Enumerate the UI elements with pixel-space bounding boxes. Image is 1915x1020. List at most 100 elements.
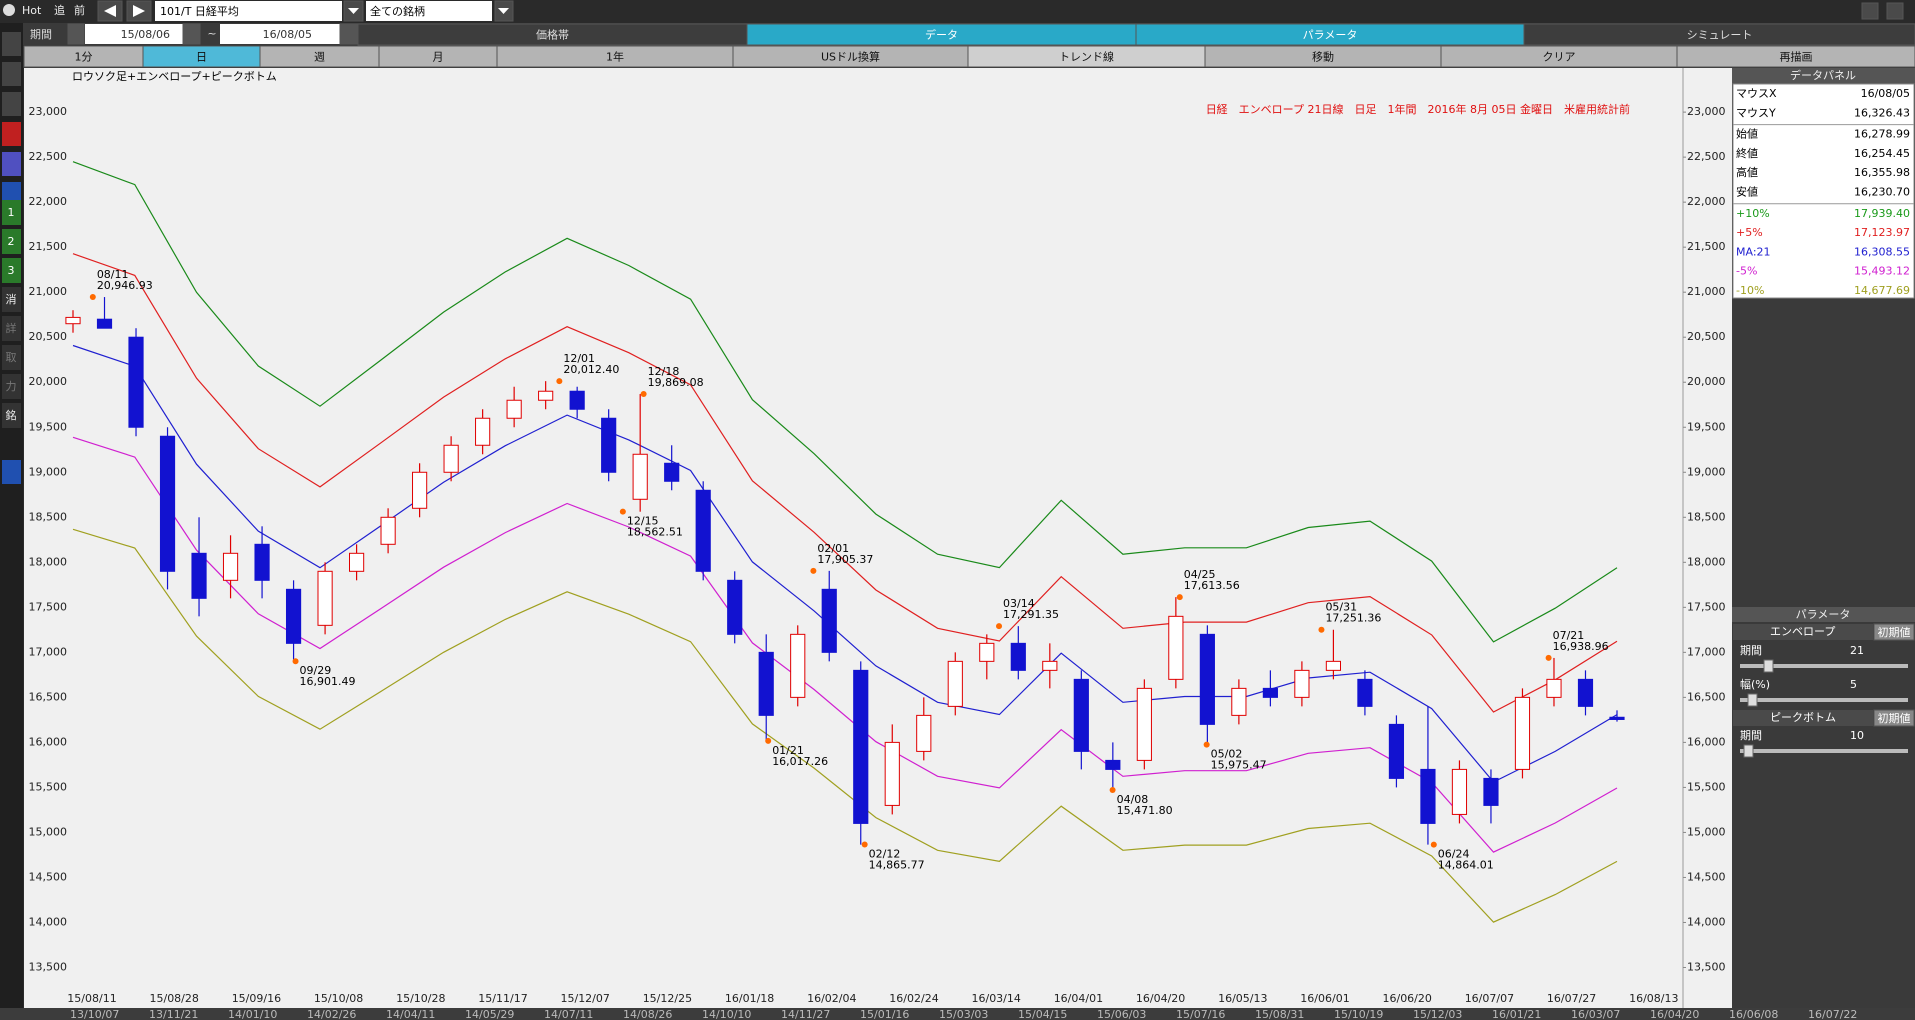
y-tick-label: 17,000 [29, 645, 68, 658]
scroll-strip[interactable] [0, 1008, 1915, 1020]
scroll-date[interactable]: 16/01/21 [1492, 1008, 1541, 1020]
candle-body [1073, 678, 1089, 752]
universe-box[interactable] [366, 1, 492, 21]
scroll-date[interactable]: 16/03/07 [1571, 1008, 1620, 1020]
scroll-date[interactable]: 14/04/11 [386, 1008, 435, 1020]
date-box[interactable] [85, 24, 183, 44]
sidebar-button[interactable] [2, 316, 21, 341]
button-label[interactable]: 初期値 [1878, 625, 1911, 639]
panel-title: データパネル [1790, 68, 1856, 82]
sidebar-icon[interactable] [2, 32, 21, 56]
button[interactable] [182, 23, 201, 45]
slider-thumb[interactable] [1763, 659, 1774, 673]
sidebar-button[interactable] [2, 345, 21, 370]
button[interactable] [1873, 709, 1915, 727]
from-date[interactable]: 15/08/06 [121, 28, 170, 41]
button-label[interactable]: USドル換算 [821, 50, 880, 64]
peak-bottom-dot [1430, 841, 1437, 848]
scroll-date[interactable]: 14/02/26 [307, 1008, 356, 1020]
sidebar-icon[interactable] [2, 460, 21, 484]
sidebar-icon[interactable] [2, 92, 21, 116]
y-tick-label-right: 23,000 [1687, 105, 1726, 118]
button[interactable] [339, 23, 358, 45]
scroll-date[interactable]: 15/03/03 [939, 1008, 988, 1020]
prev-label[interactable]: 前 [74, 3, 85, 17]
scroll-date[interactable]: 13/11/21 [149, 1008, 198, 1020]
button[interactable] [1873, 623, 1915, 641]
scroll-date[interactable]: 16/04/20 [1650, 1008, 1699, 1020]
slider-thumb[interactable] [1747, 693, 1758, 707]
slider-track[interactable] [1740, 749, 1908, 753]
button-label[interactable]: 再描画 [1780, 50, 1813, 64]
sidebar-button[interactable] [2, 229, 21, 254]
slider-track[interactable] [1740, 698, 1908, 702]
x-tick-label: 15/12/25 [643, 992, 692, 1005]
symbol-box[interactable] [155, 1, 342, 21]
scroll-date[interactable]: 14/08/26 [623, 1008, 672, 1020]
button-label[interactable]: 価格帯 [536, 28, 569, 42]
x-tick-label: 16/06/20 [1382, 992, 1431, 1005]
sidebar-button[interactable] [2, 200, 21, 225]
y-tick-label-right: 14,000 [1687, 915, 1726, 928]
to-date[interactable]: 16/08/05 [263, 28, 312, 41]
button[interactable] [1861, 2, 1879, 20]
button-label[interactable]: 月 [433, 51, 444, 64]
sidebar-label[interactable]: 力 [6, 380, 17, 393]
sidebar-button[interactable] [2, 258, 21, 283]
slider-track[interactable] [1740, 664, 1908, 668]
button-label[interactable]: 日 [196, 51, 207, 64]
sidebar-icon[interactable] [2, 152, 21, 176]
scroll-date[interactable]: 15/07/16 [1176, 1008, 1225, 1020]
sidebar-label[interactable]: 銘 [6, 408, 17, 422]
sidebar-button[interactable] [2, 287, 21, 312]
scroll-date[interactable]: 13/10/07 [70, 1008, 119, 1020]
scroll-date[interactable]: 14/07/11 [544, 1008, 593, 1020]
scroll-date[interactable]: 15/08/31 [1255, 1008, 1304, 1020]
scroll-date[interactable]: 14/11/27 [781, 1008, 830, 1020]
scroll-date[interactable]: 15/12/03 [1413, 1008, 1462, 1020]
sidebar-label[interactable]: 3 [8, 264, 15, 277]
universe[interactable]: 全ての銘柄 [370, 4, 425, 18]
scroll-date[interactable]: 16/06/08 [1729, 1008, 1778, 1020]
sidebar-icon[interactable] [2, 122, 21, 146]
sidebar-button[interactable] [2, 403, 21, 428]
button-label[interactable]: トレンド線 [1059, 50, 1114, 64]
scroll-date[interactable]: 15/04/15 [1018, 1008, 1067, 1020]
scroll-date[interactable]: 14/01/10 [228, 1008, 277, 1020]
button-label[interactable]: シミュレート [1687, 29, 1753, 42]
slider-thumb[interactable] [1743, 744, 1754, 758]
symbol[interactable]: 101/T 日経平均 [160, 5, 239, 18]
button-label[interactable]: クリア [1543, 51, 1576, 64]
button-label[interactable]: 1分 [75, 51, 93, 64]
button-label[interactable]: 1年 [606, 50, 624, 64]
candle-body [475, 417, 491, 446]
button[interactable] [1523, 23, 1915, 46]
panel-label: +5% [1736, 226, 1763, 239]
button-label[interactable]: 週 [314, 51, 325, 64]
button[interactable] [1886, 2, 1904, 20]
scroll-date[interactable]: 16/07/22 [1808, 1008, 1857, 1020]
sidebar-icon[interactable] [2, 62, 21, 86]
scroll-date[interactable]: 15/01/16 [860, 1008, 909, 1020]
add-label[interactable]: 追 [54, 3, 65, 17]
sidebar-label[interactable]: 1 [8, 206, 15, 219]
sidebar-button[interactable] [2, 374, 21, 399]
date-box[interactable] [220, 24, 340, 44]
button[interactable] [67, 23, 85, 45]
button-label[interactable]: 移動 [1312, 50, 1334, 64]
scroll-date[interactable]: 14/10/10 [702, 1008, 751, 1020]
scroll-date[interactable]: 15/06/03 [1097, 1008, 1146, 1020]
button[interactable] [1676, 45, 1915, 68]
scroll-date[interactable]: 15/10/19 [1334, 1008, 1383, 1020]
button-label[interactable]: データ [925, 28, 958, 42]
sidebar-label[interactable]: 2 [8, 235, 15, 248]
scroll-date[interactable]: 14/05/29 [465, 1008, 514, 1020]
sidebar-label[interactable]: 消 [6, 292, 17, 306]
sidebar-label[interactable]: 取 [6, 351, 17, 364]
candle-body [1514, 696, 1531, 770]
button-label[interactable]: 初期値 [1878, 711, 1911, 725]
button-label[interactable]: パラメータ [1303, 29, 1358, 42]
y-tick-label-right: 15,000 [1687, 825, 1726, 838]
annotation-date: 07/21 [1553, 629, 1585, 642]
sidebar-label[interactable]: 詳 [6, 321, 17, 335]
